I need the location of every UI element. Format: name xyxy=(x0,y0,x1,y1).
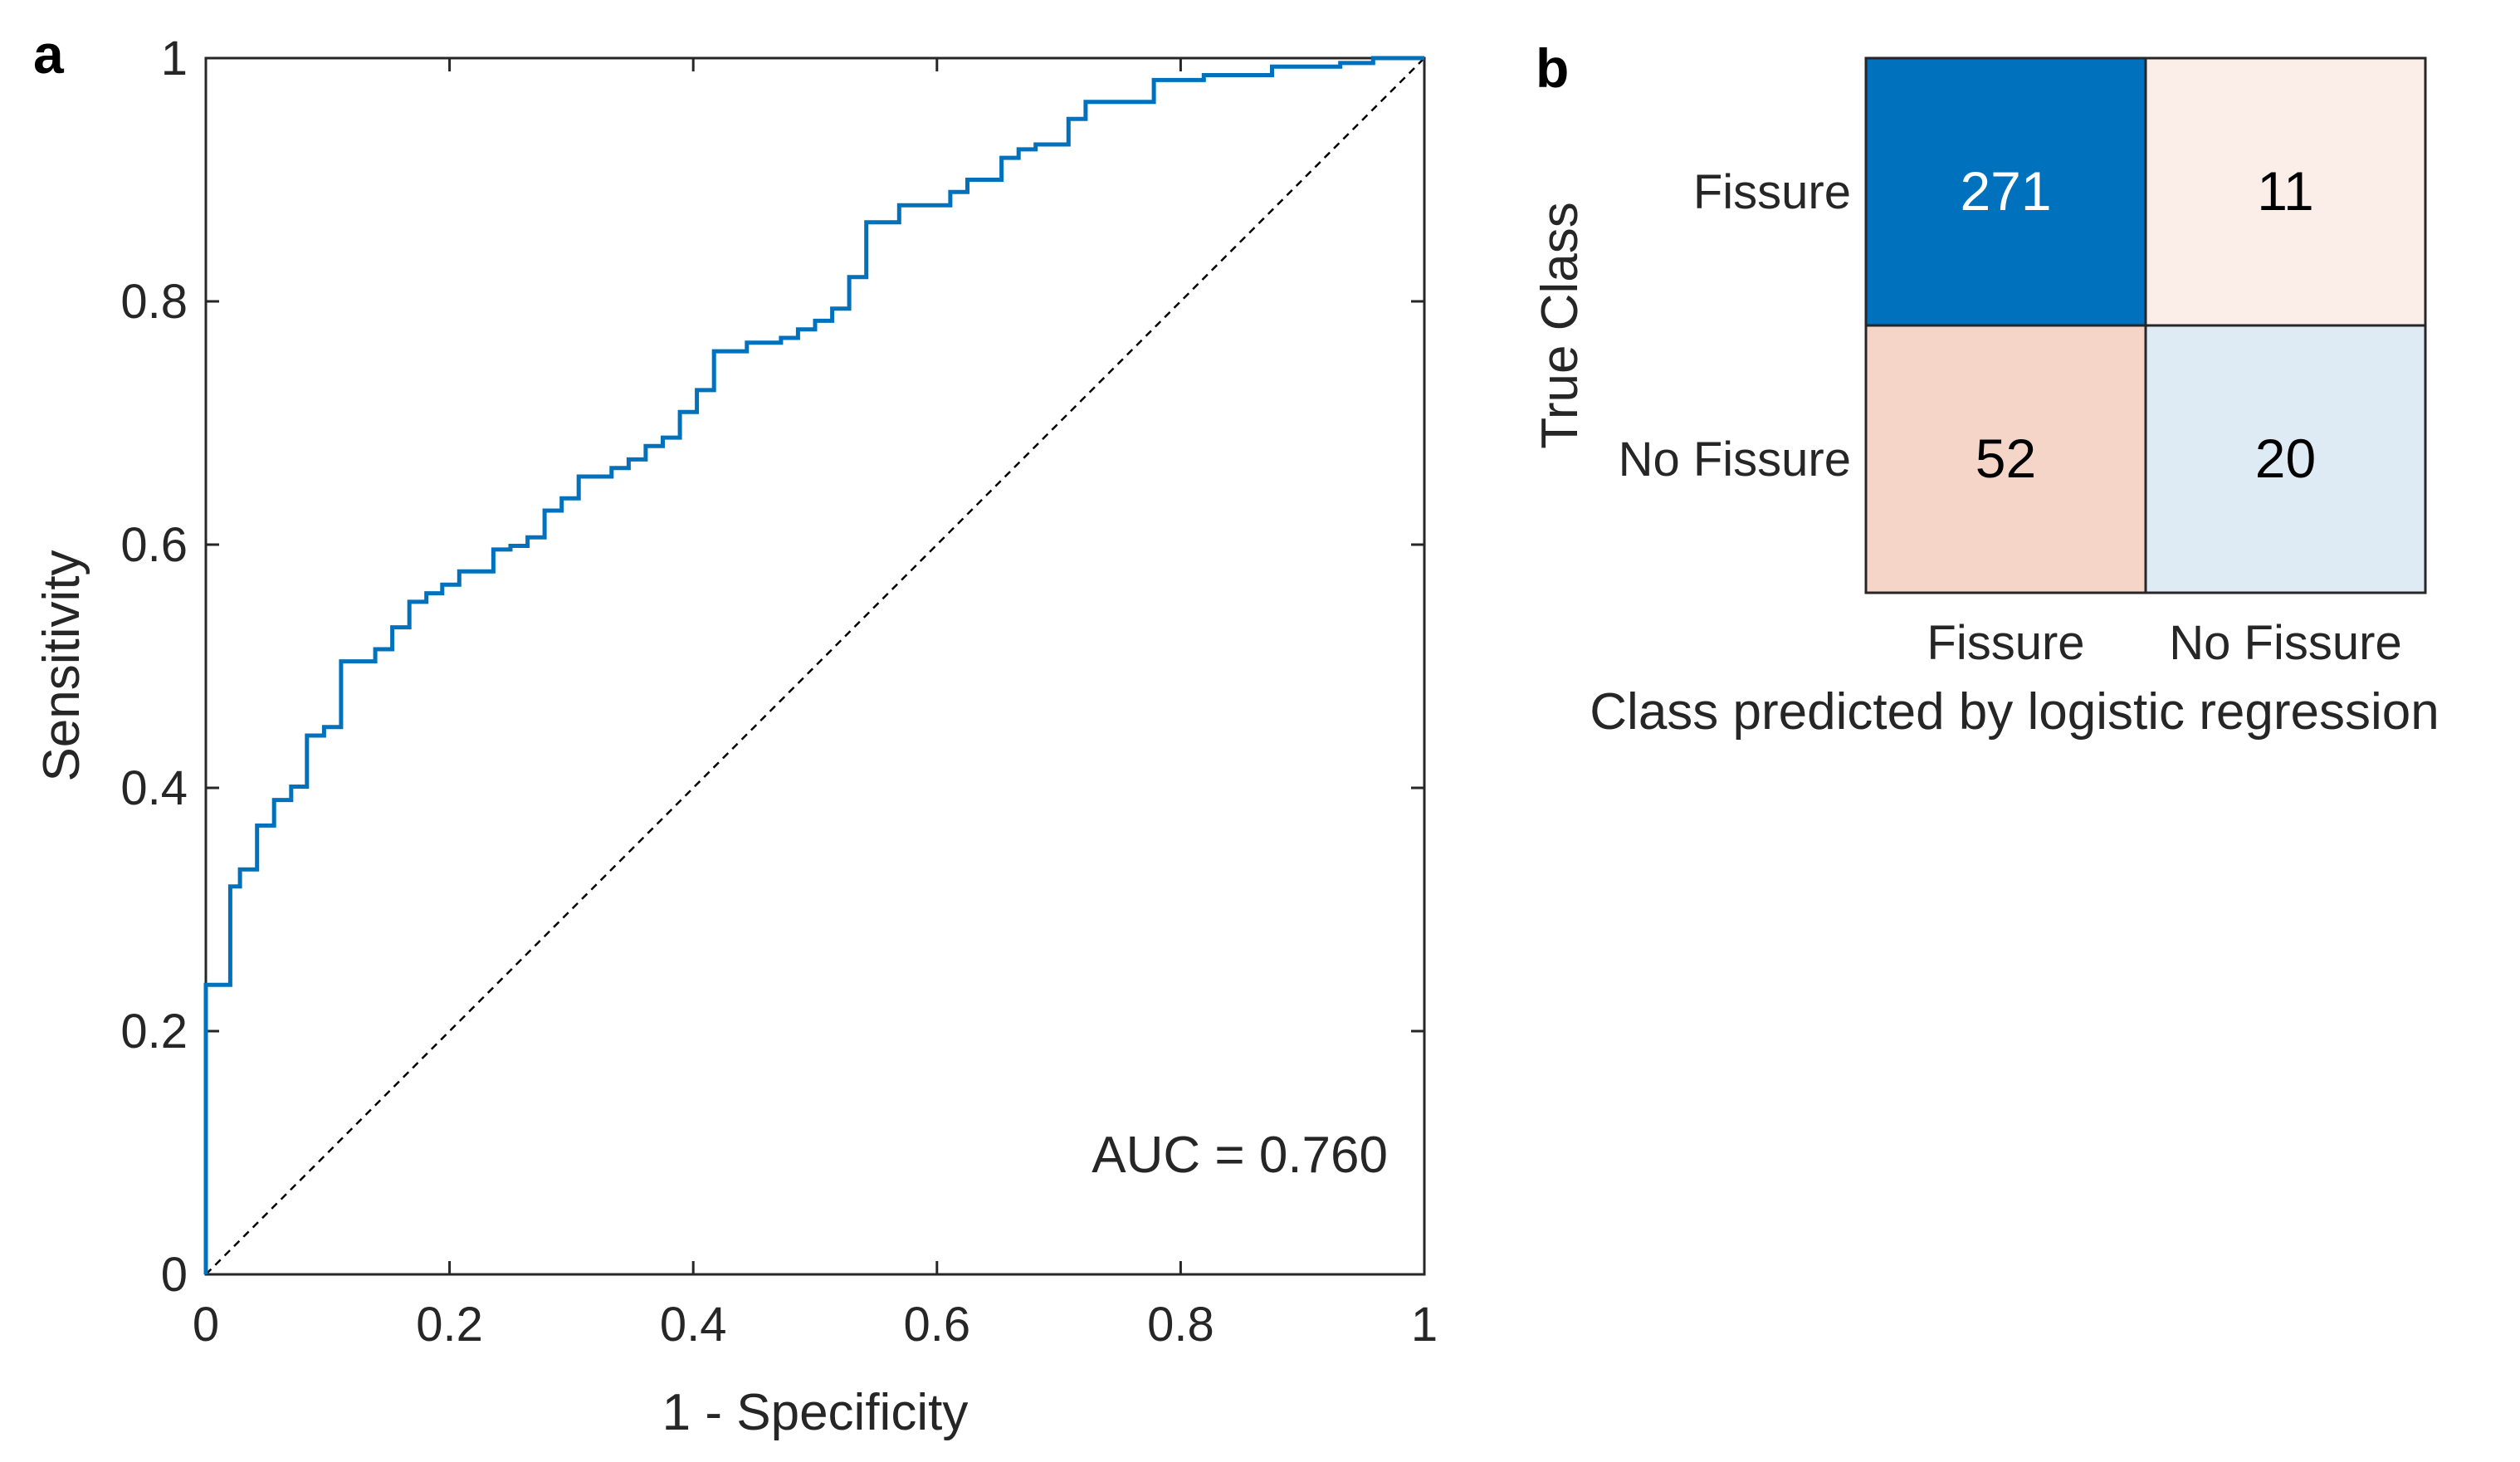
roc-y-tick-label: 0.2 xyxy=(120,1005,188,1059)
roc-x-axis-label: 1 - Specificity xyxy=(662,1384,969,1441)
cm-y-axis-label: True Class xyxy=(1531,202,1589,448)
confusion-matrix-column-labels: Fissure No Fissure xyxy=(1927,616,2401,670)
roc-curve-line xyxy=(203,56,1424,1274)
cm-row-label: Fissure xyxy=(1693,165,1851,219)
confusion-matrix-panel: b 271 11 52 20 Fissure No Fissure Fissure No … xyxy=(1531,37,2439,741)
cm-column-label: No Fissure xyxy=(2169,616,2401,670)
confusion-matrix-cell xyxy=(2146,58,2425,325)
cm-x-axis-label: Class predicted by logistic regression xyxy=(1590,683,2439,741)
cm-column-label: Fissure xyxy=(1927,616,2084,670)
confusion-matrix-row-labels: Fissure No Fissure xyxy=(1619,165,1851,487)
confusion-matrix-cell-value: 11 xyxy=(2257,160,2314,222)
cm-row-label: No Fissure xyxy=(1619,433,1851,487)
auc-annotation: AUC = 0.760 xyxy=(1092,1127,1388,1184)
reference-diagonal-line xyxy=(205,57,1425,1275)
roc-y-tick-label: 0.8 xyxy=(120,275,188,329)
confusion-matrix-cell-value: 20 xyxy=(2255,428,2316,489)
roc-y-tick-labels: 0 0.2 0.4 0.6 0.8 1 xyxy=(120,32,188,1302)
roc-y-axis-label: Sensitivity xyxy=(33,550,90,781)
confusion-matrix-cell xyxy=(1866,325,2146,593)
roc-x-tick-label: 1 xyxy=(1411,1298,1438,1352)
panel-label-a: a xyxy=(33,23,65,85)
roc-panel: a 0 0.2 0.4 0.6 0.8 1 0 0.2 0.4 0.6 0.8 1 AUC = 0.… xyxy=(33,23,1438,1441)
confusion-matrix-cell xyxy=(2146,325,2425,593)
roc-x-tick-label: 0.8 xyxy=(1147,1298,1214,1352)
roc-x-tick-label: 0 xyxy=(193,1298,219,1352)
roc-y-tick-label: 1 xyxy=(161,32,188,86)
roc-y-tick-label: 0.6 xyxy=(120,518,188,572)
confusion-matrix-cell-value: 52 xyxy=(1975,428,2036,489)
roc-y-tick-label: 0.4 xyxy=(120,761,188,815)
roc-x-tick-labels: 0 0.2 0.4 0.6 0.8 1 xyxy=(193,1298,1438,1352)
confusion-matrix-cell xyxy=(1866,58,2146,325)
roc-x-tick-label: 0.4 xyxy=(660,1298,727,1352)
roc-axes-box xyxy=(204,56,1426,1276)
confusion-matrix-cell-value: 271 xyxy=(1960,160,2051,222)
roc-x-tick-label: 0.2 xyxy=(416,1298,483,1352)
panel-label-b: b xyxy=(1536,37,1569,99)
roc-x-tick-label: 0.6 xyxy=(903,1298,970,1352)
confusion-matrix-cells: 271 11 52 20 xyxy=(1866,58,2425,593)
roc-y-tick-label: 0 xyxy=(161,1248,188,1302)
